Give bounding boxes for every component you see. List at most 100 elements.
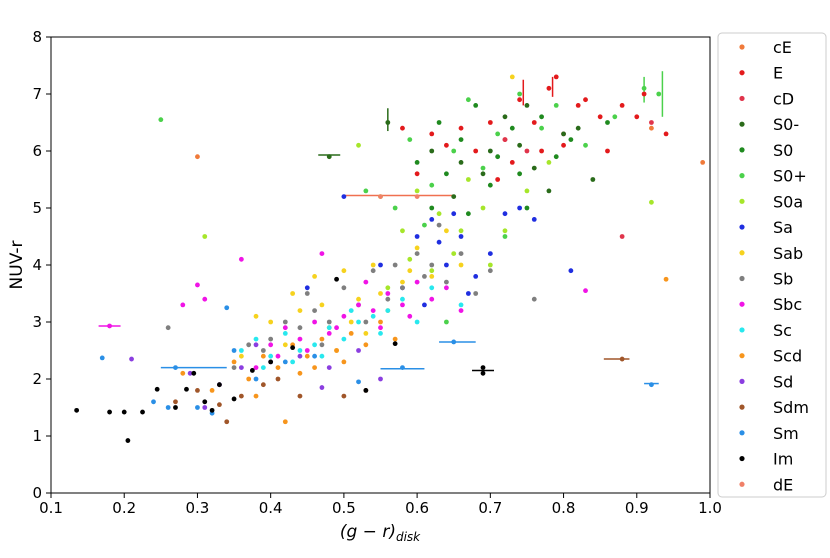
point-s0 [502,234,508,239]
legend-marker [739,275,745,282]
legend-label: E [773,64,783,83]
point-im [107,409,112,415]
point-s0 [517,91,523,97]
legend-frame [717,32,827,498]
point-s0 [495,154,501,160]
x-tick-label: 0.4 [259,499,283,517]
point-sd [319,385,325,390]
point-sb [268,336,274,342]
point-sbc [319,251,325,256]
point-sab [429,274,435,279]
point-sc [326,325,332,331]
point-s0a [487,262,493,268]
point-sm [99,355,105,361]
y-axis-label: NUV-r [7,241,27,290]
point-sa [465,291,471,296]
point-sdm [619,356,625,362]
legend-label: S0- [773,115,799,134]
legend-label: dE [773,475,793,494]
point-s0 [612,114,618,120]
point-sb [385,296,391,302]
point-s0 [487,148,493,154]
point-sc [268,353,274,359]
point-s0 [487,182,493,188]
point-sdm [238,393,244,399]
point-im [480,370,486,376]
point-sd [378,376,383,382]
point-sab [268,319,274,325]
point-s0a [414,188,420,194]
point-sab [400,279,405,285]
point-sb [400,285,405,291]
point-s0 [568,137,574,143]
point-sbc [297,336,303,342]
point-sbc [195,282,200,288]
point-sm [400,365,405,370]
point-sd [356,348,361,353]
legend-label: Sdm [773,398,809,417]
point-sc [312,342,317,348]
x-tick-label: 0.2 [112,499,136,517]
x-tick-label: 0.9 [625,499,649,517]
x-axis-label-subscript: disk [396,530,421,544]
point-sbc [202,296,208,302]
legend-label: Sbc [773,295,802,314]
point-scd [334,348,339,353]
point-ce [700,160,706,165]
point-im [392,341,398,347]
legend-label: Sm [773,424,799,443]
point-e [553,74,559,80]
legend-marker [739,44,745,50]
point-im [268,359,274,365]
legend-label: S0+ [773,167,807,186]
legend-label: cD [773,89,794,108]
point-sab [348,319,354,325]
point-sm [231,348,237,353]
point-sbc [414,279,420,285]
point-sm [165,405,171,410]
point-s0a [458,228,464,234]
x-axis-label: (g − r)disk [340,522,421,544]
legend-marker [739,327,745,333]
x-axis-ticks: 0.1 0.2 0.3 0.4 0.5 0.6 0.7 0.8 0.9 1.0 [39,493,722,517]
point-im [480,365,486,370]
point-sb [363,319,369,325]
point-e [634,114,640,120]
point-sb [392,262,398,268]
point-sbc [304,348,310,353]
y-tick-label: 2 [32,370,42,388]
point-s0 [590,177,596,182]
point-im [249,368,255,373]
point-cd [524,148,530,154]
point-sab [282,342,288,348]
x-tick-label: 0.5 [332,499,356,517]
point-de [414,194,420,200]
x-tick-label: 0.3 [186,499,210,517]
point-sab [356,296,361,302]
point-s0 [422,222,427,228]
point-scd [392,336,398,342]
point-sdm [341,393,347,399]
point-sdm [297,393,303,399]
point-sb [370,268,376,274]
point-scd [275,365,281,370]
legend: cE EcD S0- S0 S0+ S0a Sa Sab Sb Sbc Sc Scd Sd Sdm Sm Im… [717,32,827,498]
point-s0 [531,165,537,171]
point-e [546,85,552,91]
point-sdm [195,388,200,393]
point-e [641,91,647,97]
point-sab [290,291,296,296]
point-sbc [378,325,383,331]
point-scd [348,331,354,336]
legend-label: Sa [773,218,793,237]
x-tick-label: 0.8 [552,499,576,517]
point-sm [224,305,230,311]
legend-marker [739,353,745,359]
point-e [495,177,501,182]
point-de [378,194,383,200]
point-sab [253,313,259,319]
point-sc [290,359,296,365]
point-s0 [517,171,523,177]
point-sc [348,308,354,313]
point-e [575,103,581,108]
